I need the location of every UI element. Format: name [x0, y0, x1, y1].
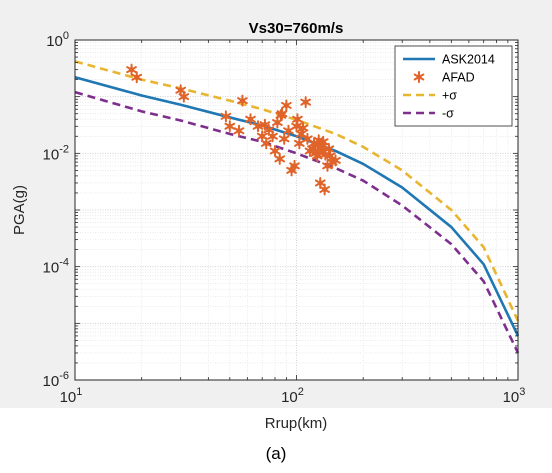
- afad-point: [269, 144, 281, 157]
- y-tick-label-exponent: 0: [63, 30, 69, 42]
- afad-point-star: [278, 132, 290, 145]
- x-tick-label-exponent: 2: [298, 386, 304, 398]
- afad-point-star: [292, 113, 303, 126]
- afad-point: [289, 159, 300, 172]
- afad-point: [245, 113, 256, 126]
- y-tick-label: 100: [46, 30, 69, 50]
- afad-point: [233, 124, 245, 137]
- afad-point-star: [267, 130, 278, 143]
- x-tick-label-exponent: 1: [76, 386, 82, 398]
- afad-point: [220, 110, 232, 123]
- y-tick-label: 10-2: [43, 143, 69, 163]
- x-tick-label: 103: [503, 386, 526, 406]
- y-tick-label-base: 10: [46, 33, 63, 50]
- afad-point: [131, 71, 143, 84]
- afad-point-star: [274, 152, 286, 165]
- afad-point-star: [269, 144, 281, 157]
- afad-point-star: [224, 120, 236, 133]
- axis-ticks: [74, 40, 518, 381]
- afad-point: [126, 63, 137, 76]
- afad-point: [178, 90, 190, 103]
- figure-caption: (a): [266, 444, 287, 463]
- series-line-minus-sigma: [74, 90, 520, 354]
- afad-point-star: [295, 127, 307, 140]
- legend-label: -σ: [442, 107, 454, 121]
- afad-point-star: [178, 90, 190, 103]
- afad-point: [278, 132, 290, 145]
- afad-point: [295, 127, 307, 140]
- afad-point-star: [131, 71, 143, 84]
- legend: ASK2014 AFAD +σ -σ: [394, 45, 513, 127]
- y-tick-label-exponent: -4: [59, 257, 69, 269]
- x-tick-label-base: 10: [281, 389, 298, 406]
- afad-point: [302, 132, 313, 145]
- afad-point: [319, 183, 330, 196]
- y-tick-label-exponent: -2: [59, 143, 69, 155]
- y-tick-label-base: 10: [43, 373, 60, 390]
- afad-point-star: [323, 142, 335, 155]
- y-tick-label: 10-4: [43, 257, 69, 277]
- legend-label: AFAD: [442, 71, 475, 85]
- afad-point: [237, 94, 248, 107]
- afad-point-star: [276, 107, 288, 120]
- x-tick-label-base: 10: [60, 389, 77, 406]
- afad-point-star: [289, 159, 300, 172]
- afad-point-star: [237, 94, 248, 107]
- series-layer: [74, 60, 520, 354]
- afad-point-star: [233, 124, 245, 137]
- afad-point-star: [256, 130, 268, 143]
- y-tick-label-base: 10: [43, 146, 60, 163]
- x-tick-label: 101: [60, 386, 83, 406]
- y-axis-label: PGA(g): [11, 185, 28, 235]
- legend-label: +σ: [442, 89, 457, 103]
- afad-point-star: [126, 63, 137, 76]
- afad-point: [297, 121, 309, 134]
- y-tick-label: 10-6: [43, 370, 69, 390]
- afad-point: [267, 130, 278, 143]
- afad-point-star: [281, 99, 292, 112]
- afad-point-star: [245, 113, 256, 126]
- afad-point: [224, 120, 236, 133]
- legend-label: ASK2014: [442, 53, 495, 67]
- afad-point: [311, 149, 323, 162]
- legend-swatch-star: [413, 71, 425, 83]
- x-tick-label: 102: [281, 386, 304, 406]
- y-tick-label-base: 10: [43, 260, 60, 277]
- afad-point-star: [300, 96, 311, 109]
- afad-point: [317, 135, 329, 148]
- x-tick-label-base: 10: [503, 389, 520, 406]
- afad-point: [256, 130, 268, 143]
- x-axis-label: Rrup(km): [265, 415, 328, 432]
- x-tick-label-exponent: 3: [519, 386, 525, 398]
- afad-point-star: [319, 183, 330, 196]
- afad-point: [292, 113, 303, 126]
- afad-point-star: [297, 121, 309, 134]
- afad-point: [274, 152, 286, 165]
- afad-point-star: [260, 137, 272, 150]
- chart-title: Vs30=760m/s: [249, 20, 344, 37]
- afad-point: [276, 107, 288, 120]
- afad-point: [260, 137, 272, 150]
- afad-point-star: [311, 149, 323, 162]
- afad-point: [330, 154, 341, 167]
- afad-point: [281, 99, 292, 112]
- y-tick-label-exponent: -6: [59, 370, 69, 382]
- afad-point: [300, 96, 311, 109]
- afad-point-star: [317, 135, 329, 148]
- series-line-plus-sigma: [74, 60, 520, 322]
- afad-point-star: [220, 110, 232, 123]
- afad-point-star: [330, 154, 341, 167]
